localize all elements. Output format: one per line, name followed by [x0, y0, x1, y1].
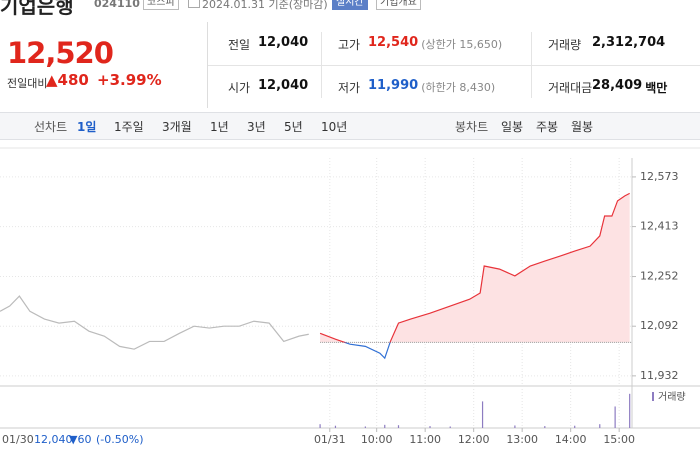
- info-value: 12,540: [368, 35, 419, 50]
- candle-tab[interactable]: 월봉: [571, 120, 594, 134]
- info-extra: (상한가 15,650): [421, 38, 503, 51]
- volume-legend-icon: [652, 392, 654, 401]
- volume-legend: 거래량: [658, 391, 686, 403]
- tab-bar: [0, 112, 700, 140]
- candle-tab[interactable]: 일봉: [501, 120, 524, 134]
- col-divider: [531, 32, 532, 98]
- info-label: 시가: [228, 81, 251, 95]
- info-value: 12,040: [258, 78, 309, 93]
- y-tick-label: 12,413: [640, 220, 679, 233]
- x-tick-label: 10:00: [361, 433, 393, 446]
- y-tick-label: 12,573: [640, 170, 679, 183]
- volume-bar: [629, 393, 631, 428]
- info-value: 28,409: [592, 78, 643, 93]
- info-extra: (하한가 8,430): [421, 81, 496, 94]
- volume-bar: [334, 425, 337, 428]
- stock-code: 024110: [94, 0, 140, 10]
- info-extra: 백만: [645, 81, 668, 95]
- info-value: 2,312,704: [592, 35, 666, 50]
- info-value: 11,990: [368, 78, 419, 93]
- row-divider: [208, 65, 700, 66]
- period-tab[interactable]: 3개월: [162, 120, 192, 134]
- tab-label: 봉차트: [455, 120, 489, 134]
- area: [320, 193, 630, 343]
- prev-change: ▼60: [69, 433, 91, 446]
- period-tab[interactable]: 1주일: [114, 120, 144, 134]
- calendar-icon: [188, 0, 200, 8]
- volume-bar: [574, 425, 576, 428]
- volume-bar: [449, 426, 451, 428]
- prev-date: 01/30: [2, 433, 34, 446]
- volume-bar: [514, 425, 516, 428]
- x-tick-label: 14:00: [555, 433, 587, 446]
- period-tab[interactable]: 10년: [321, 120, 348, 134]
- change-rate: +3.99%: [97, 71, 162, 89]
- y-tick-label: 11,932: [640, 369, 679, 382]
- price: 12,520: [7, 36, 114, 70]
- info-table: [207, 22, 700, 108]
- line: [319, 192, 630, 360]
- info-label: 전일: [228, 38, 251, 52]
- date: 2024.01.31 기준(장마감): [202, 0, 328, 11]
- volume-bar: [384, 424, 386, 428]
- stock-name: 기업은행: [0, 0, 74, 18]
- period-tab[interactable]: 1일: [77, 120, 97, 134]
- col-divider: [321, 32, 322, 98]
- period-tab[interactable]: 1년: [210, 120, 229, 134]
- tab-label: 선차트: [34, 120, 68, 134]
- volume-bar: [397, 425, 400, 428]
- volume-bar: [599, 424, 601, 428]
- info-label: 거래대금: [548, 81, 593, 95]
- volume-bar: [429, 426, 431, 428]
- x-tick-label: 15:00: [603, 433, 635, 446]
- volume-bar: [319, 424, 321, 428]
- line: [0, 295, 309, 350]
- volume-bar: [481, 401, 484, 428]
- prev-rate: (-0.50%): [96, 433, 144, 446]
- volume-bar: [364, 426, 366, 428]
- x-tick-label: 01/31: [314, 433, 346, 446]
- volume-bar: [544, 426, 546, 428]
- volume-bar: [614, 406, 616, 428]
- period-tab[interactable]: 3년: [247, 120, 266, 134]
- prev-close: 12,040: [34, 433, 73, 446]
- info-label: 저가: [338, 81, 361, 95]
- period-tab[interactable]: 5년: [284, 120, 303, 134]
- info-label: 거래량: [548, 38, 582, 52]
- y-tick-label: 12,252: [640, 270, 679, 283]
- change: ▲480: [46, 71, 89, 89]
- company-button[interactable]: 기업개요: [376, 0, 421, 10]
- y-tick-label: 12,092: [640, 319, 679, 332]
- x-tick-label: 12:00: [458, 433, 490, 446]
- x-tick-label: 13:00: [506, 433, 538, 446]
- realtime-button[interactable]: 실시간: [332, 0, 368, 10]
- change-label: 전일대비: [7, 77, 48, 90]
- market-badge: 코스피: [143, 0, 179, 10]
- info-value: 12,040: [258, 35, 309, 50]
- candle-tab[interactable]: 주봉: [536, 120, 559, 134]
- x-tick-label: 11:00: [409, 433, 441, 446]
- info-label: 고가: [338, 38, 361, 52]
